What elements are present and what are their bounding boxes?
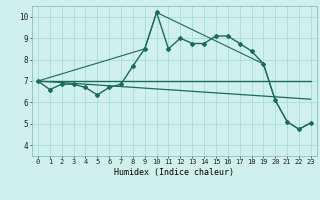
X-axis label: Humidex (Indice chaleur): Humidex (Indice chaleur)	[115, 168, 234, 177]
